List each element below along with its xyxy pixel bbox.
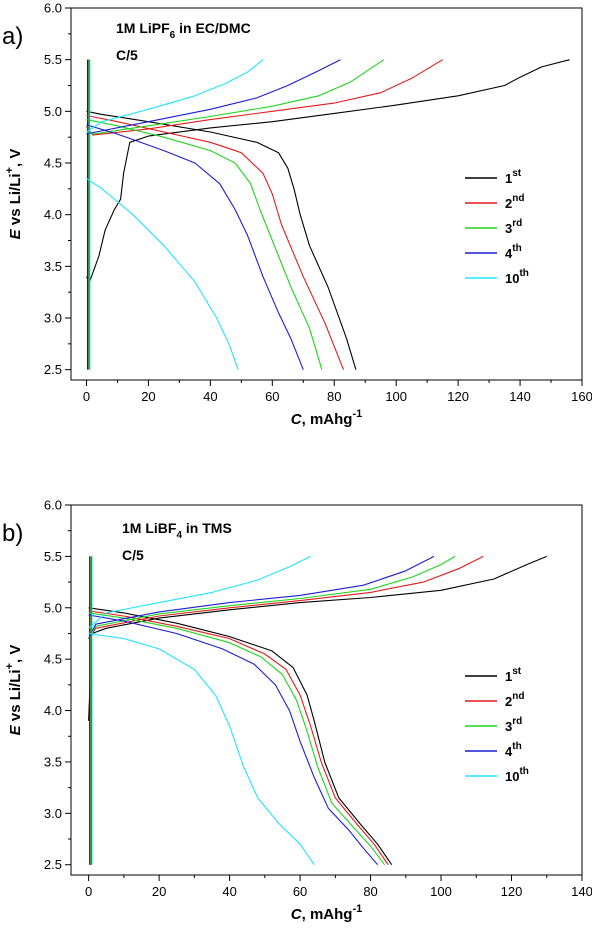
x-tick-label: 80 — [327, 389, 341, 404]
y-tick-label: 4.0 — [44, 207, 62, 222]
x-tick-label: 60 — [293, 884, 307, 899]
y-axis-label: E vs Li/Li+, V — [4, 149, 24, 240]
x-tick-label: 80 — [363, 884, 377, 899]
y-tick-label: 5.5 — [44, 52, 62, 67]
x-tick-label: 20 — [152, 884, 166, 899]
panel-a: 0 20 40 60 80 100 120 140 160 2.5 3.0 3.5 4.0 4.5 5.0 5… — [2, 1, 592, 429]
x-tick-label: 100 — [385, 389, 407, 404]
y-tick-label: 4.0 — [44, 703, 62, 718]
series-10-charge-line — [86, 59, 264, 133]
legend-label-2: 2nd — [505, 193, 524, 211]
y-tick-label: 2.5 — [44, 857, 62, 872]
series-10-discharge-line — [86, 178, 239, 370]
series-2-charge-line — [86, 59, 443, 136]
legend-label-2: 2nd — [505, 691, 524, 709]
y-tick-label: 3.0 — [44, 311, 62, 326]
x-tick-label: 100 — [430, 884, 452, 899]
panel-b: 0 20 40 60 80 100 120 140 2.5 3.0 3.5 4.0 4.5 5.0 5.5 6… — [2, 498, 592, 924]
panel-label: a) — [2, 23, 23, 50]
series-2-discharge-line — [88, 610, 389, 866]
y-tick-label: 3.5 — [44, 259, 62, 274]
legend-label-3: 3rd — [505, 716, 522, 734]
legend-label-4: 4th — [505, 741, 522, 759]
y-tick-label: 4.5 — [44, 652, 62, 667]
series-4-discharge-line — [86, 124, 304, 370]
y-tick-label: 3.0 — [44, 806, 62, 821]
series-3-charge-line — [86, 59, 385, 135]
x-axis-label: C, mAhg-1 — [291, 903, 362, 923]
y-tick-label: 6.0 — [44, 498, 62, 513]
series-4-discharge-line — [88, 614, 379, 866]
x-axis-label: C, mAhg-1 — [291, 408, 362, 428]
y-tick-label: 6.0 — [44, 1, 62, 16]
x-tick-label: 60 — [265, 389, 279, 404]
electrolyte-annotation: 1M LiBF4 in TMS — [122, 520, 232, 541]
plot-frame — [70, 504, 583, 876]
y-tick-label: 2.5 — [44, 362, 62, 377]
series-10-discharge-line — [88, 632, 315, 866]
legend-label-1: 1st — [505, 666, 522, 684]
x-tick-label: 0 — [85, 884, 92, 899]
y-tick-label: 3.5 — [44, 754, 62, 769]
x-tick-label: 120 — [501, 884, 523, 899]
series-2-charge-line — [88, 555, 484, 639]
legend-label-10: 10th — [505, 766, 529, 784]
rate-annotation: C/5 — [116, 47, 138, 63]
y-tick-label: 5.5 — [44, 549, 62, 564]
electrolyte-annotation: 1M LiPF6 in EC/DMC — [116, 20, 251, 41]
series-1-discharge-line — [88, 607, 393, 866]
x-tick-label: 20 — [141, 389, 155, 404]
x-tick-label: 140 — [571, 884, 592, 899]
series-3-charge-line — [88, 555, 456, 639]
legend-label-4: 4th — [505, 243, 522, 261]
plot-frame — [70, 7, 583, 381]
x-tick-label: 0 — [83, 389, 90, 404]
y-tick-label: 5.0 — [44, 104, 62, 119]
y-axis-label: E vs Li/Li+, V — [4, 645, 24, 736]
x-tick-label: 40 — [222, 884, 236, 899]
series-10-charge-line — [88, 555, 311, 629]
legend-label-1: 1st — [505, 168, 522, 186]
series-3-discharge-line — [86, 119, 323, 370]
rate-annotation: C/5 — [122, 547, 144, 563]
y-tick-label: 4.5 — [44, 156, 62, 171]
y-tick-label: 5.0 — [44, 600, 62, 615]
panel-label: b) — [2, 520, 23, 547]
legend-label-3: 3rd — [505, 218, 522, 236]
x-tick-label: 40 — [203, 389, 217, 404]
series-3-discharge-line — [88, 612, 386, 866]
x-tick-label: 120 — [447, 389, 469, 404]
legend-label-10: 10th — [505, 268, 529, 286]
series-1-charge-line — [88, 555, 548, 721]
x-tick-label: 140 — [509, 389, 531, 404]
series-2-discharge-line — [86, 114, 345, 370]
series-4-charge-line — [88, 555, 435, 639]
series-1-charge-line — [86, 59, 570, 283]
series-1-discharge-line — [86, 110, 357, 370]
x-tick-label: 160 — [571, 389, 592, 404]
